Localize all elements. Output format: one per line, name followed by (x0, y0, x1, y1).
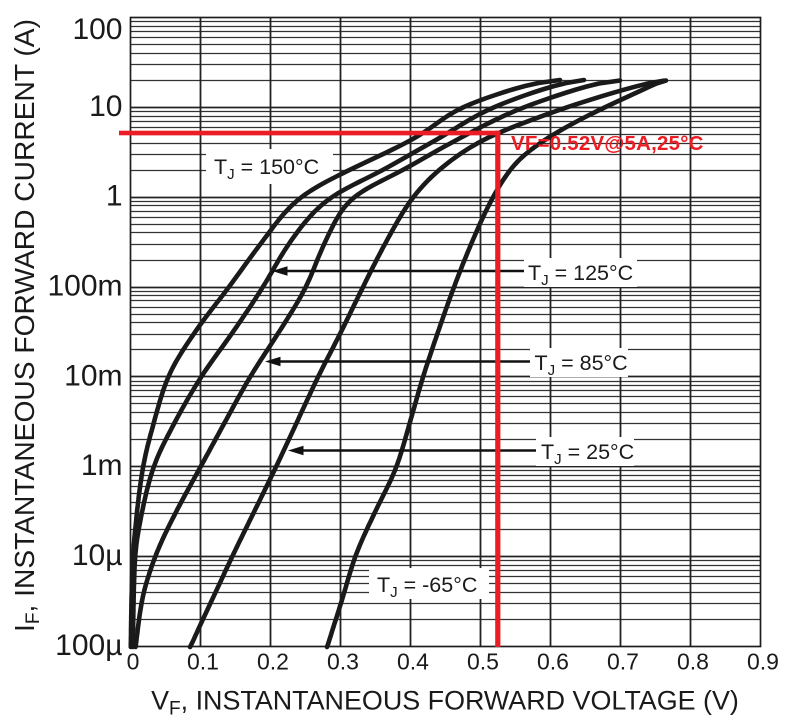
svg-text:TJ = -65°C: TJ = -65°C (377, 573, 477, 601)
svg-text:0.5: 0.5 (467, 649, 499, 675)
svg-text:1: 1 (106, 180, 123, 213)
svg-text:100: 100 (72, 13, 122, 46)
svg-text:0.2: 0.2 (257, 649, 289, 675)
svg-text:TJ = 150°C: TJ = 150°C (214, 155, 319, 183)
svg-text:1m: 1m (81, 449, 123, 482)
svg-text:10: 10 (89, 90, 122, 123)
svg-text:0.9: 0.9 (747, 649, 779, 675)
svg-text:100µ: 100µ (55, 629, 122, 662)
svg-text:10m: 10m (64, 359, 122, 392)
svg-text:0: 0 (127, 649, 140, 675)
svg-text:IF, INSTANTANEOUS FORWARD CURR: IF, INSTANTANEOUS FORWARD CURRENT (A) (8, 19, 44, 632)
svg-text:TJ = 125°C: TJ = 125°C (528, 261, 633, 289)
svg-text:VF, INSTANTANEOUS FORWARD VOLT: VF, INSTANTANEOUS FORWARD VOLTAGE (V) (151, 686, 739, 720)
svg-text:0.7: 0.7 (607, 649, 639, 675)
svg-text:TJ = 85°C: TJ = 85°C (535, 351, 628, 379)
svg-text:0.3: 0.3 (327, 649, 359, 675)
svg-text:100m: 100m (47, 270, 122, 303)
svg-text:VF=0.52V@5A,25°C: VF=0.52V@5A,25°C (511, 132, 704, 155)
svg-text:0.4: 0.4 (397, 649, 429, 675)
svg-text:0.1: 0.1 (187, 649, 219, 675)
svg-text:0.6: 0.6 (537, 649, 569, 675)
svg-text:TJ = 25°C: TJ = 25°C (541, 440, 634, 468)
svg-text:10µ: 10µ (72, 539, 123, 572)
svg-text:0.8: 0.8 (677, 649, 709, 675)
